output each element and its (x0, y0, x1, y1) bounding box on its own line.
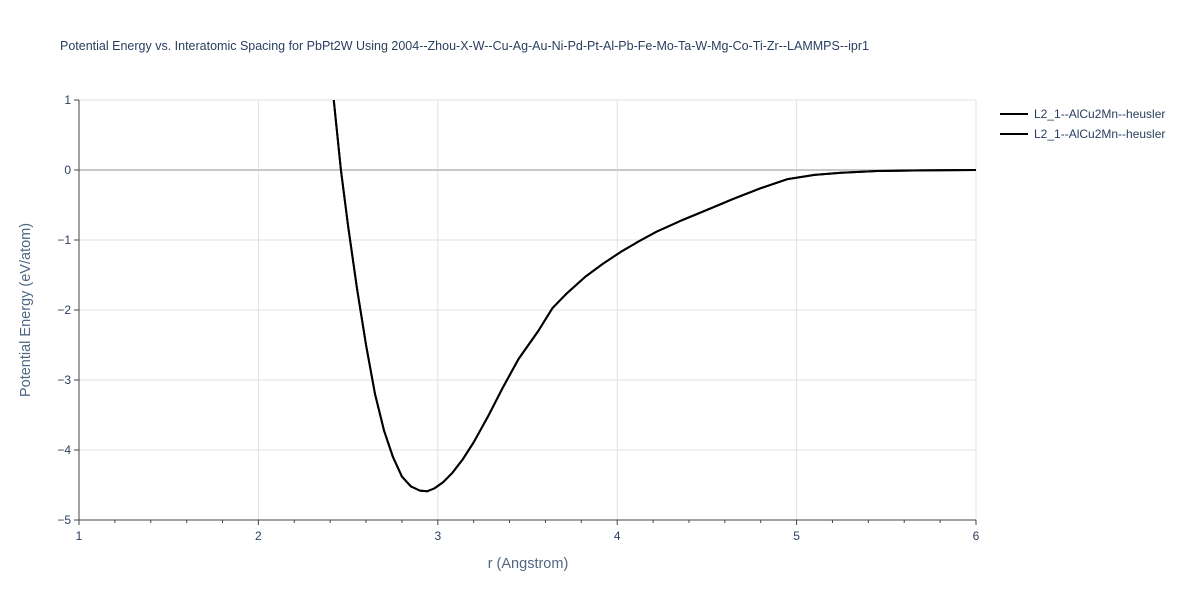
x-tick-label: 5 (793, 529, 800, 543)
legend[interactable]: L2_1--AlCu2Mn--heusler L2_1--AlCu2Mn--heu… (1000, 107, 1165, 141)
ticks: 1 2 3 4 5 6 1 0 −1 −2 −3 −4 −5 (57, 93, 979, 543)
series-line-2[interactable] (332, 100, 976, 493)
grid (79, 99, 977, 520)
y-tick-label: −4 (57, 443, 71, 457)
y-tick-label: −3 (57, 373, 71, 387)
x-tick-label: 1 (76, 529, 83, 543)
series (332, 100, 976, 493)
x-tick-label: 3 (434, 529, 441, 543)
legend-label[interactable]: L2_1--AlCu2Mn--heusler (1034, 107, 1165, 121)
y-tick-label: −5 (57, 513, 71, 527)
y-tick-label: −1 (57, 233, 71, 247)
series-line-1[interactable] (332, 100, 976, 493)
legend-label[interactable]: L2_1--AlCu2Mn--heusler (1034, 127, 1165, 141)
chart-title: Potential Energy vs. Interatomic Spacing… (60, 39, 869, 53)
x-tick-label: 6 (973, 529, 980, 543)
y-tick-label: −2 (57, 303, 71, 317)
y-tick-label: 0 (64, 163, 71, 177)
x-tick-label: 2 (255, 529, 262, 543)
y-axis-title: Potential Energy (eV/atom) (18, 223, 34, 397)
x-axis-title: r (Angstrom) (488, 556, 569, 572)
x-tick-label: 4 (614, 529, 621, 543)
y-tick-label: 1 (64, 93, 71, 107)
